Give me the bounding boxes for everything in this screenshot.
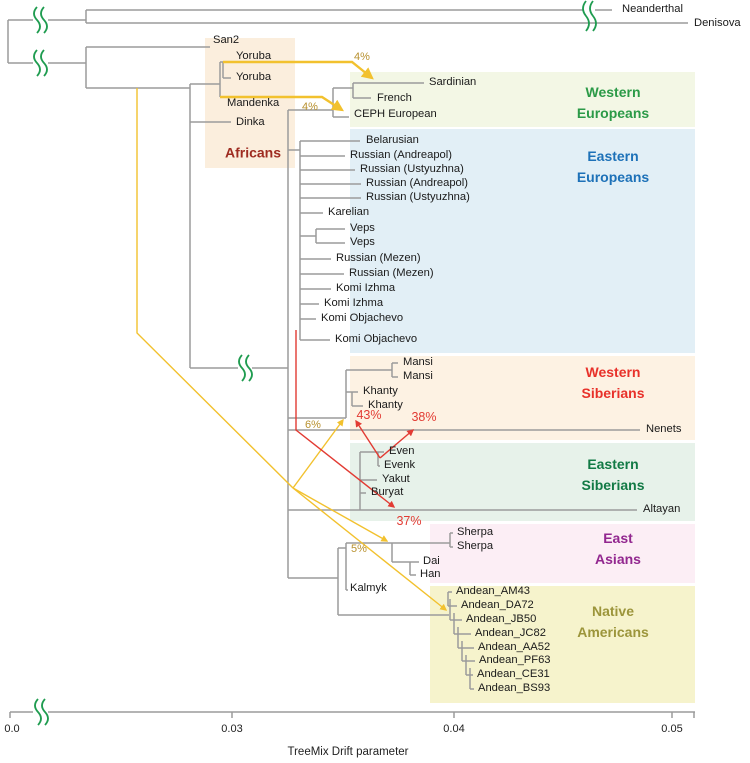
axis-title: TreeMix Drift parameter	[287, 746, 409, 758]
leaf-label: Andean_AA52	[478, 641, 551, 653]
tree-branches	[7, 9, 688, 690]
leaf-label: Karelian	[328, 206, 370, 218]
leaf-label: Nenets	[646, 423, 682, 435]
leaf-label: CEPH European	[354, 108, 437, 120]
leaf-label: Komi Izhma	[324, 297, 384, 309]
leaf-label: Russian (Andreapol)	[366, 177, 468, 189]
region-box	[350, 356, 695, 440]
leaf-label: Sardinian	[429, 76, 477, 88]
drift-axis	[9, 711, 695, 718]
leaf-label: Sherpa	[457, 540, 494, 552]
leaf-label: Mansi	[403, 356, 433, 368]
region-label: Western Siberians	[581, 364, 645, 401]
leaf-label: Russian (Mezen)	[336, 252, 421, 264]
migration-edge-to-native-americans	[292, 487, 448, 611]
leaf-label: Veps	[350, 222, 375, 234]
leaf-label: Russian (Ustyuzhna)	[366, 191, 470, 203]
migration-weight-label: 4%	[302, 101, 318, 113]
leaf-label: Yakut	[382, 473, 410, 485]
region-label: Africans	[224, 144, 282, 161]
leaf-label: Komi Objachevo	[335, 333, 418, 345]
leaf-label: Yoruba	[236, 71, 272, 83]
leaf-label: French	[377, 92, 412, 104]
leaf-label: Dinka	[236, 116, 265, 128]
leaf-label: Andean_CE31	[477, 668, 550, 680]
leaf-label: Kalmyk	[350, 582, 387, 594]
leaf-label: Evenk	[384, 459, 416, 471]
region-box	[430, 524, 695, 583]
leaf-label: Khanty	[368, 399, 403, 411]
region-box	[350, 72, 695, 127]
region-box	[430, 586, 695, 703]
leaf-label: Komi Objachevo	[321, 312, 404, 324]
leaf-label: Neanderthal	[622, 3, 683, 15]
migration-weight-label: 37%	[396, 514, 422, 528]
branch-break-neanderthal-icon	[582, 0, 597, 32]
leaf-label: Sherpa	[457, 526, 494, 538]
axis-tick-label: 0.05	[661, 723, 683, 735]
migration-edge-to-altayan-37pct	[295, 330, 396, 508]
migration-edge-mandenka-to-ceph-4pct	[220, 95, 345, 112]
migration-weight-label: 4%	[354, 51, 370, 63]
region-label: Eastern Europeans	[576, 148, 650, 185]
migration-weight-label: 5%	[351, 543, 367, 555]
axis-tick-label: 0.0	[4, 723, 20, 735]
leaf-label: Komi Izhma	[336, 282, 396, 294]
leaf-label: Buryat	[371, 486, 404, 498]
leaf-label: Russian (Mezen)	[349, 267, 434, 279]
leaf-label: Russian (Ustyuzhna)	[360, 163, 464, 175]
leaf-label: Denisova	[694, 17, 741, 29]
leaf-label: Han	[420, 568, 441, 580]
leaf-label: Khanty	[363, 385, 398, 397]
leaf-label: Altayan	[643, 503, 681, 515]
leaf-label: Belarusian	[366, 134, 419, 146]
leaf-label: Russian (Andreapol)	[350, 149, 452, 161]
region-label: Western Europeans	[576, 84, 650, 121]
leaf-label: Even	[389, 445, 415, 457]
migration-edge-to-nenets-38pct	[379, 429, 415, 459]
migration-edge-yoruba-to-sardinian-4pct	[223, 60, 374, 80]
leaf-label: Andean_PF63	[479, 654, 551, 666]
region-box	[205, 38, 295, 168]
leaf-label: Mansi	[403, 370, 433, 382]
leaf-label: Mandenka	[227, 97, 280, 109]
leaf-label: Andean_BS93	[478, 682, 551, 694]
migration-weight-label: 43%	[356, 408, 382, 422]
axis-tick-label: 0.03	[221, 723, 243, 735]
leaf-label: San2	[213, 34, 240, 46]
axis-tick-label: 0.04	[443, 723, 465, 735]
leaf-label: Andean_DA72	[461, 599, 534, 611]
migration-trunk-yellow	[136, 88, 294, 489]
region-box	[350, 443, 695, 521]
branch-break-backbone-icon	[238, 354, 253, 382]
leaf-label: Veps	[350, 236, 375, 248]
leaf-label: Dai	[423, 555, 440, 567]
migration-edge-to-western-siberians-6pct	[292, 418, 344, 489]
region-box	[350, 129, 695, 353]
leaf-label: Yoruba	[236, 50, 272, 62]
leaf-label: Andean_AM43	[456, 585, 531, 597]
leaf-label: Andean_JC82	[475, 627, 546, 639]
axis-break-icon	[34, 698, 49, 726]
region-label: East Asians	[595, 530, 641, 567]
region-label: Eastern Siberians	[581, 456, 645, 493]
leaf-label: Andean_JB50	[466, 613, 537, 625]
branch-break-archaic-icon	[33, 6, 48, 34]
migration-edge-to-east-asians-5pct	[292, 487, 389, 542]
migration-weight-label: 6%	[305, 419, 321, 431]
branch-break-modern-icon	[33, 49, 48, 77]
region-label: Native Americans	[577, 603, 649, 640]
migration-edge-to-khanty-base-43pct	[355, 419, 381, 459]
migration-weight-label: 38%	[411, 410, 437, 424]
